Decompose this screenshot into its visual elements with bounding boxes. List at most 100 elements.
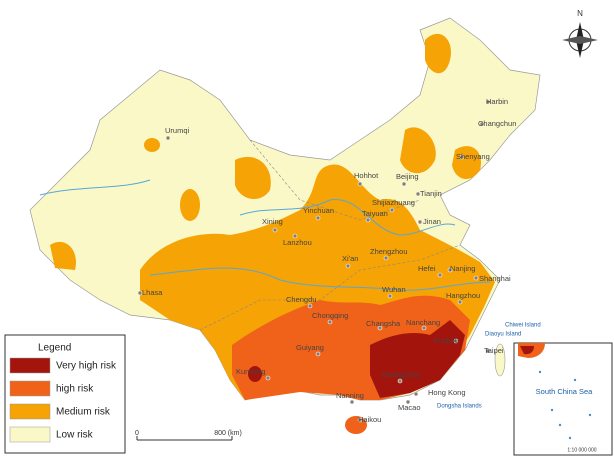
city-label: Guangzhou	[382, 370, 421, 379]
medium-risk-region	[144, 138, 160, 152]
city-dot	[272, 227, 278, 233]
city-label: Lanzhou	[283, 238, 312, 247]
city-dot	[453, 338, 459, 344]
city-label: Nanning	[336, 391, 364, 400]
city-dot	[292, 233, 298, 239]
city-dot	[357, 417, 363, 423]
medium-risk-region	[452, 146, 481, 180]
inset-frame	[513, 342, 613, 456]
compass: N	[562, 9, 598, 58]
city-dots	[137, 99, 491, 423]
city-label: Shenyang	[456, 152, 490, 161]
inset-scale: 1:10 000 000	[567, 447, 596, 453]
city-label: Chengdu	[286, 295, 316, 304]
city-dot	[315, 215, 321, 221]
city-dot	[405, 399, 411, 405]
city-label: Nanchang	[406, 318, 440, 327]
very-high-risk-region	[370, 320, 465, 398]
inset-label: South China Sea	[536, 387, 594, 396]
city-label: Hohhot	[354, 171, 379, 180]
island-label: Diaoyu Island	[485, 332, 521, 338]
island	[588, 413, 592, 417]
city-dot	[397, 378, 403, 384]
medium-risk-region	[425, 33, 451, 74]
legend-label: Medium risk	[56, 407, 111, 418]
city-dot	[401, 181, 407, 187]
city-label: Changsha	[366, 319, 401, 328]
city-dot	[417, 219, 423, 225]
island	[550, 408, 554, 412]
very-high-risk-region	[520, 346, 534, 355]
city-dot	[485, 99, 491, 105]
city-label: Nanjing	[450, 264, 475, 273]
city-label: Tianjin	[420, 189, 442, 198]
legend: Legend Very high risk high risk Medium ris…	[4, 334, 126, 454]
city-label: Fuzhou	[434, 336, 459, 345]
city-label: Haikou	[358, 415, 381, 424]
scale-bar: 0 800 (km)	[135, 430, 242, 441]
city-label: Xining	[262, 217, 283, 226]
scale-end: 800 (km)	[214, 430, 242, 437]
legend-swatch	[9, 357, 51, 374]
city-label: Jinan	[423, 217, 441, 226]
city-label: Hangzhou	[446, 291, 480, 300]
city-label: Hefei	[418, 264, 436, 273]
city-dot	[357, 181, 363, 187]
legend-items: Very high risk high risk Medium risk Low ri…	[9, 357, 117, 443]
city-dot	[387, 293, 393, 299]
legend-label: Very high risk	[56, 361, 117, 372]
inset-islands	[538, 370, 592, 440]
city-dot	[165, 135, 171, 141]
city-label: Changchun	[478, 119, 516, 128]
island	[573, 378, 577, 382]
low-risk-region	[494, 343, 506, 377]
city-label: Shijiazhuang	[372, 198, 415, 207]
city-label: Guiyang	[296, 343, 324, 352]
city-label: Wuhan	[382, 285, 406, 294]
city-label: Xi'an	[342, 254, 358, 263]
city-dot	[413, 391, 419, 397]
city-label: Hong Kong	[428, 388, 466, 397]
compass-needle	[562, 36, 598, 44]
city-label: Macao	[398, 403, 421, 412]
legend-title: Legend	[38, 343, 71, 354]
city-dot	[345, 263, 351, 269]
city-dot	[307, 303, 313, 309]
city-dot	[415, 191, 421, 197]
city-dot	[349, 399, 355, 405]
city-dot	[389, 207, 395, 213]
city-dot	[437, 272, 443, 278]
city-label: Taiyuan	[362, 209, 388, 218]
city-dot	[383, 255, 389, 261]
medium-risk-region	[50, 241, 76, 270]
island	[568, 436, 572, 440]
city-label: Taipei	[484, 346, 504, 355]
city-dot	[137, 290, 143, 296]
city-label: Lhasa	[142, 288, 163, 297]
city-label: Chongqing	[312, 311, 348, 320]
city-label: Yinchuan	[303, 206, 334, 215]
city-dot	[327, 319, 333, 325]
river	[239, 199, 456, 236]
legend-label: Low risk	[56, 430, 94, 441]
city-dot	[365, 217, 371, 223]
river	[39, 179, 151, 196]
inset: South China Sea 1:10 000 000	[513, 342, 613, 456]
city-label: Zhengzhou	[370, 247, 408, 256]
legend-label: high risk	[56, 384, 94, 395]
island	[558, 423, 562, 427]
legend-swatch	[9, 380, 51, 397]
city-dot	[377, 325, 383, 331]
city-dot	[457, 299, 463, 305]
city-label: Harbin	[486, 97, 508, 106]
city-label: Beijing	[396, 172, 419, 181]
city-dot	[459, 154, 465, 160]
river	[149, 267, 491, 291]
city-dot	[265, 375, 271, 381]
medium-risk-region	[180, 189, 200, 221]
legend-swatch	[9, 426, 51, 443]
city-label: Urumqi	[165, 126, 190, 135]
medium-risk-region	[235, 156, 271, 200]
